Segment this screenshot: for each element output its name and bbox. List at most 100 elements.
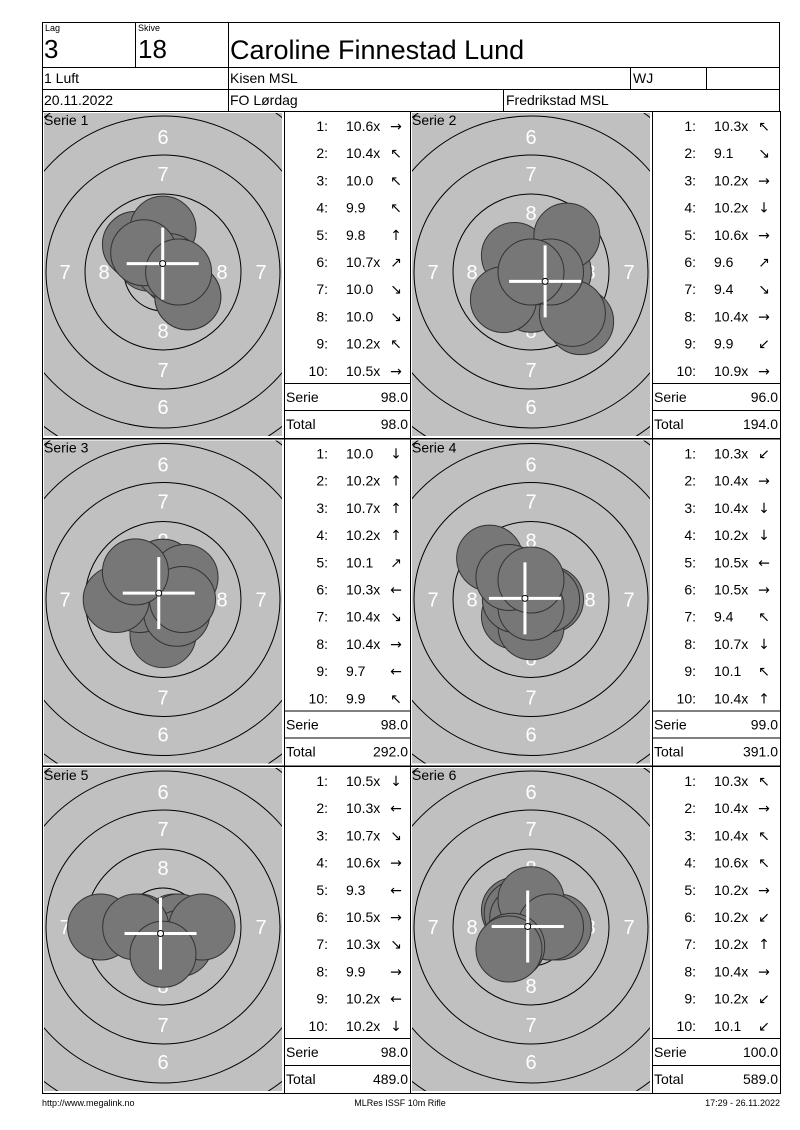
series-block: 6677778888Serie 11:10.6x→2:10.4x↖3:10.0↖… — [42, 111, 411, 439]
series-title: Serie 3 — [44, 440, 89, 456]
ring-label: 7 — [623, 262, 634, 284]
shot-number: 2: — [316, 145, 328, 161]
shot-score: 10.2x — [714, 527, 748, 543]
shot-number: 8: — [684, 308, 696, 324]
ring-label: 8 — [157, 321, 168, 343]
shot-number: 10: — [677, 690, 696, 706]
total-label: Total — [654, 416, 684, 432]
shot-score: 9.9 — [346, 200, 366, 216]
shot-number: 8: — [316, 636, 328, 652]
shot-direction: → — [758, 364, 770, 380]
shot-number: 9: — [684, 991, 696, 1007]
shot-score: 10.2x — [346, 473, 380, 489]
ring-label: 7 — [623, 917, 634, 939]
shot-number: 3: — [684, 172, 696, 188]
ring — [452, 193, 610, 351]
series-block: 6677778888Serie 31:10.0↓2:10.2x↑3:10.7x↑… — [42, 438, 411, 767]
shot-number: 5: — [316, 554, 328, 570]
shot-number: 2: — [316, 473, 328, 489]
shot-direction: ↙ — [758, 337, 770, 353]
group-center — [521, 594, 529, 602]
serie-score: 98.0 — [381, 389, 408, 405]
ring-label: 7 — [59, 917, 70, 939]
shot-score: 10.3x — [346, 800, 380, 816]
shot-direction: ↙ — [758, 992, 770, 1008]
ring-label: 7 — [157, 360, 168, 382]
shot-score: 10.3x — [714, 773, 748, 789]
shot-direction: ← — [390, 992, 402, 1008]
shot-number: 7: — [316, 609, 328, 625]
shot-direction: ↘ — [390, 309, 402, 325]
serie-score: 96.0 — [751, 389, 778, 405]
target: 6677778888 — [412, 113, 650, 436]
shot-direction: ← — [758, 555, 770, 571]
series-block: 6677778888Serie 51:10.5x↓2:10.3x←3:10.7x… — [42, 766, 411, 1094]
serie-label: Serie — [654, 1044, 687, 1060]
class: 1 Luft — [44, 70, 79, 86]
serie-label: Serie — [286, 1044, 319, 1060]
total-label: Total — [286, 744, 316, 760]
shot-number: 1: — [316, 446, 328, 462]
target: 6677778888 — [44, 440, 282, 764]
shot-score: 9.6 — [714, 254, 734, 270]
shot-score: 10.5x — [346, 773, 380, 789]
shot-direction: → — [758, 801, 770, 817]
shot-number: 7: — [316, 936, 328, 952]
shot-score: 10.3x — [714, 446, 748, 462]
ring-label: 7 — [427, 590, 438, 612]
total-label: Total — [286, 416, 316, 432]
ring-label: 7 — [525, 819, 536, 841]
shot-direction: ↘ — [758, 282, 770, 298]
target: 6677778888 — [412, 768, 650, 1091]
shot-direction: ↙ — [758, 1019, 770, 1035]
ring — [412, 770, 650, 1084]
ring-label: 7 — [525, 688, 536, 710]
series-title: Serie 6 — [412, 767, 457, 783]
shot-score: 9.1 — [714, 145, 734, 161]
group-center — [159, 260, 167, 268]
shot-number: 9: — [316, 663, 328, 679]
shooter-name: Caroline Finnestad Lund — [230, 35, 524, 65]
date: 20.11.2022 — [44, 92, 113, 108]
shot-number: 9: — [316, 336, 328, 352]
ring-label: 6 — [525, 397, 536, 419]
shot-number: 9: — [684, 663, 696, 679]
shot-number: 2: — [684, 800, 696, 816]
shot-score: 9.9 — [346, 690, 366, 706]
shot-score: 10.4x — [714, 308, 748, 324]
footer-program: MLRes ISSF 10m Rifle — [354, 1098, 446, 1108]
ring — [45, 809, 281, 1045]
serie-score: 99.0 — [751, 717, 778, 733]
shot-number: 7: — [316, 281, 328, 297]
series-block: 6677778888Serie 61:10.3x↖2:10.4x→3:10.4x… — [410, 766, 781, 1094]
shot-direction: ↓ — [758, 528, 770, 544]
shot-hole — [129, 920, 197, 988]
shot-number: 8: — [316, 963, 328, 979]
shot-score: 9.8 — [346, 227, 366, 243]
serie-label: Serie — [654, 717, 687, 733]
shot-number: 10: — [677, 1018, 696, 1034]
shot-number: 5: — [684, 882, 696, 898]
lag-label: Lag — [45, 23, 60, 33]
serie-score: 98.0 — [381, 1044, 408, 1060]
ring-label: 8 — [466, 590, 477, 612]
ring — [412, 443, 650, 756]
shot-number: 6: — [316, 909, 328, 925]
serie-label: Serie — [286, 389, 319, 405]
shot-hole — [475, 915, 543, 983]
shot-number: 3: — [684, 500, 696, 516]
shot-score: 10.1 — [346, 554, 373, 570]
shot-score: 10.2x — [346, 991, 380, 1007]
shot-direction: ↓ — [390, 1019, 402, 1035]
shot-score: 10.7x — [346, 254, 380, 270]
shot-score: 10.5x — [714, 554, 748, 570]
shot-number: 4: — [684, 527, 696, 543]
ring-label: 6 — [525, 725, 536, 747]
shot-direction: ← — [390, 801, 402, 817]
ring-label: 7 — [255, 917, 266, 939]
ring-label: 6 — [525, 1052, 536, 1074]
shot-number: 7: — [684, 936, 696, 952]
shot-direction: ↗ — [758, 255, 770, 271]
shot-score: 10.3x — [714, 118, 748, 134]
